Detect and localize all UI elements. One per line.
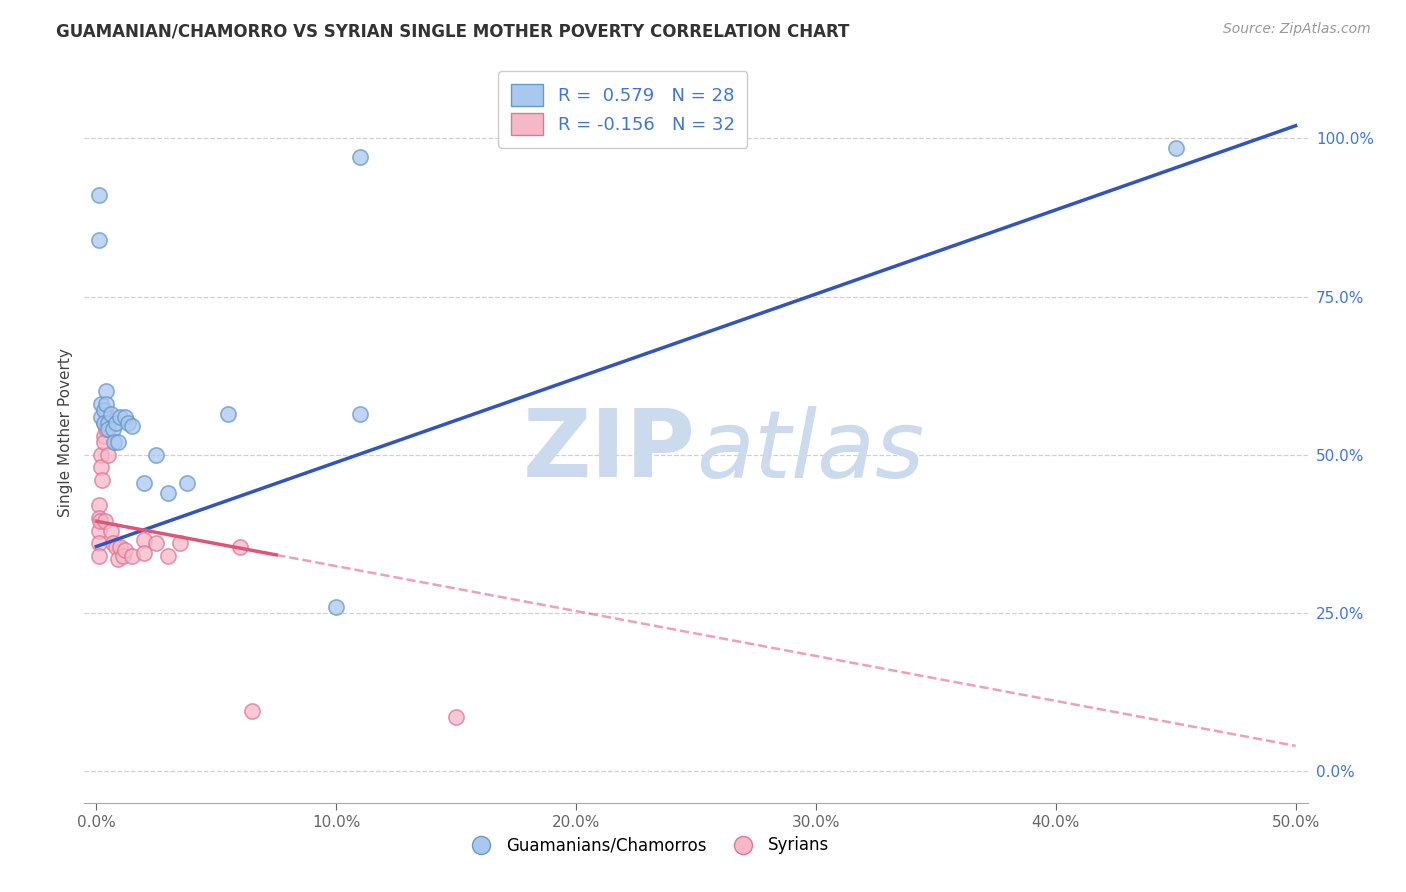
Point: [87, 233, 110, 247]
Point: [103, 435, 125, 450]
Point: [97, 422, 120, 436]
Point: [240, 704, 263, 718]
Point: [134, 546, 156, 560]
Point: [87, 536, 110, 550]
Text: ZIP: ZIP: [523, 405, 696, 497]
Point: [121, 549, 143, 563]
Y-axis label: Single Mother Poverty: Single Mother Poverty: [58, 348, 73, 517]
Text: GUAMANIAN/CHAMORRO VS SYRIAN SINGLE MOTHER POVERTY CORRELATION CHART: GUAMANIAN/CHAMORRO VS SYRIAN SINGLE MOTH…: [56, 22, 849, 40]
Point: [94, 384, 117, 399]
Text: Source: ZipAtlas.com: Source: ZipAtlas.com: [1223, 22, 1371, 37]
Point: [93, 416, 115, 430]
Point: [107, 435, 129, 450]
Point: [90, 460, 112, 475]
Point: [97, 416, 120, 430]
Point: [157, 485, 180, 500]
Point: [176, 476, 198, 491]
Point: [145, 536, 167, 550]
Point: [157, 549, 180, 563]
Point: [325, 599, 347, 614]
Point: [145, 448, 167, 462]
Point: [100, 524, 122, 538]
Point: [87, 549, 110, 563]
Point: [87, 499, 110, 513]
Point: [90, 409, 112, 424]
Point: [90, 448, 112, 462]
Point: [104, 416, 127, 430]
Point: [114, 409, 136, 424]
Text: atlas: atlas: [696, 406, 924, 497]
Point: [87, 524, 110, 538]
Point: [90, 397, 112, 411]
Point: [87, 188, 110, 202]
Point: [93, 429, 115, 443]
Point: [444, 710, 467, 724]
Point: [1164, 141, 1187, 155]
Point: [121, 419, 143, 434]
Point: [169, 536, 191, 550]
Point: [111, 549, 134, 563]
Point: [93, 435, 115, 450]
Point: [93, 403, 115, 417]
Point: [134, 533, 156, 548]
Legend: Guamanians/Chamorros, Syrians: Guamanians/Chamorros, Syrians: [458, 830, 837, 861]
Point: [114, 542, 136, 557]
Point: [104, 540, 127, 554]
Point: [107, 552, 129, 566]
Point: [110, 409, 132, 424]
Point: [217, 407, 239, 421]
Point: [229, 540, 252, 554]
Point: [94, 407, 117, 421]
Point: [110, 540, 132, 554]
Point: [93, 514, 117, 528]
Point: [94, 397, 117, 411]
Point: [117, 416, 139, 430]
Point: [134, 476, 156, 491]
Point: [349, 407, 371, 421]
Point: [101, 536, 124, 550]
Point: [91, 473, 114, 487]
Point: [349, 150, 371, 164]
Point: [97, 448, 120, 462]
Point: [101, 422, 124, 436]
Point: [93, 416, 115, 430]
Point: [89, 514, 111, 528]
Point: [94, 422, 117, 436]
Point: [87, 511, 110, 525]
Point: [100, 407, 122, 421]
